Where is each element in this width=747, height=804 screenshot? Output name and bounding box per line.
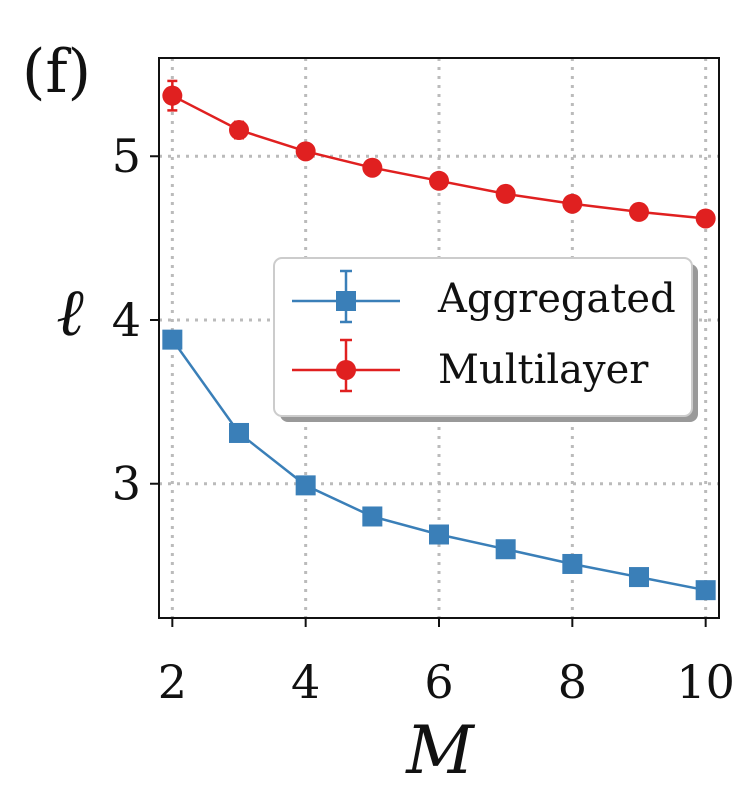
data-point-multilayer: [162, 85, 183, 106]
data-point-multilayer: [695, 208, 716, 229]
y-axis-label: ℓ: [56, 274, 84, 351]
legend-marker-multilayer: [336, 360, 356, 380]
data-point-aggregated: [295, 475, 316, 496]
data-point-multilayer: [295, 141, 316, 162]
data-point-aggregated: [229, 422, 249, 443]
series-layer: [162, 79, 716, 601]
y-tick-label: 4: [112, 293, 141, 347]
legend: Aggregated Multilayer: [273, 257, 698, 422]
data-point-multilayer: [495, 183, 516, 204]
tick-layer: 2 4 6 8 10 3 4 5: [112, 129, 735, 709]
legend-box: [273, 257, 693, 417]
data-point-multilayer: [629, 201, 649, 222]
y-tick-label: 3: [112, 457, 141, 511]
x-tick-label: 4: [291, 655, 320, 709]
x-tick-label: 6: [424, 655, 453, 709]
x-tick-label: 8: [558, 655, 587, 709]
series-multilayer: [162, 79, 716, 229]
data-point-aggregated: [162, 329, 183, 350]
legend-label-aggregated: Aggregated: [437, 276, 676, 322]
x-tick-label: 10: [676, 655, 735, 709]
data-point-aggregated: [695, 580, 716, 601]
data-point-multilayer: [429, 170, 449, 191]
data-point-multilayer: [362, 157, 383, 178]
data-point-aggregated: [495, 539, 516, 560]
panel-label: (f): [22, 37, 91, 107]
data-point-aggregated: [562, 553, 583, 574]
data-point-multilayer: [562, 193, 583, 214]
series-aggregated: [162, 329, 716, 601]
legend-label-multilayer: Multilayer: [438, 347, 649, 393]
data-point-aggregated: [429, 524, 449, 545]
legend-entry-aggregated: [292, 269, 400, 324]
legend-entry-multilayer: [292, 338, 400, 393]
y-tick-label: 5: [112, 129, 141, 183]
legend-marker-aggregated: [336, 291, 356, 311]
x-tick-label: 2: [158, 655, 187, 709]
data-point-multilayer: [229, 120, 249, 141]
x-axis-label: M: [405, 712, 475, 789]
data-point-aggregated: [362, 506, 383, 527]
data-point-aggregated: [629, 567, 649, 588]
